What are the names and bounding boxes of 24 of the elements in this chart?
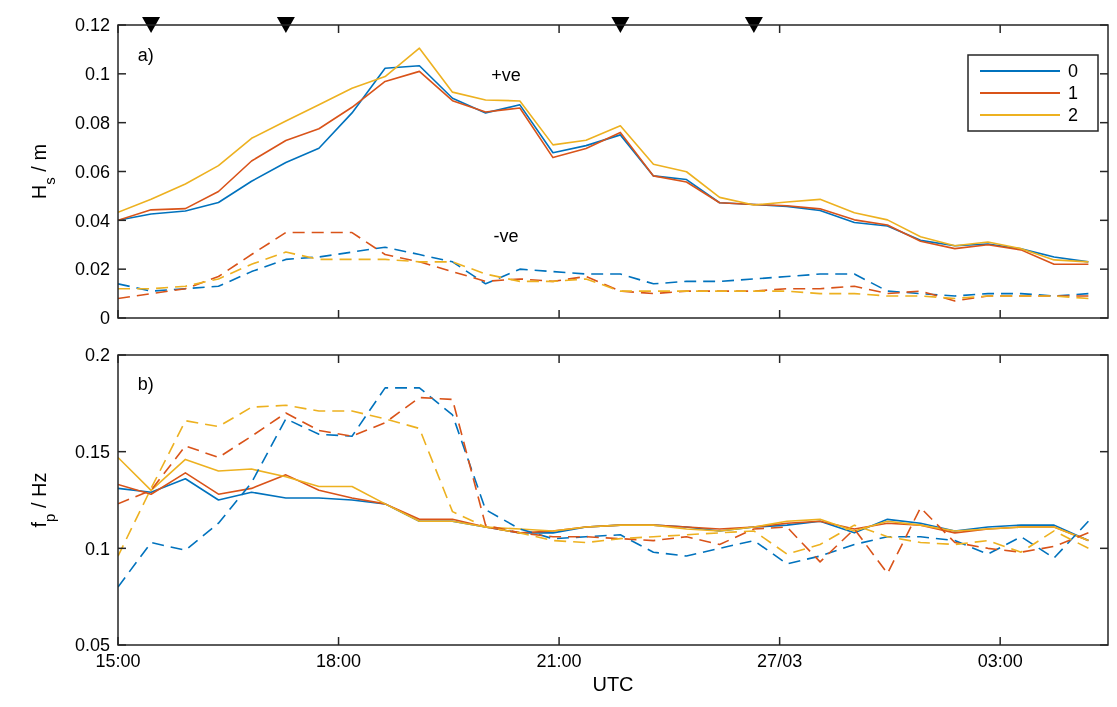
y-tick-label: 0.08 [74, 112, 110, 133]
y-tick-label: 0.15 [74, 441, 110, 462]
y-tick-label: 0.1 [84, 538, 110, 559]
annotation: -ve [493, 226, 519, 247]
x-tick-label: 18:00 [316, 651, 362, 671]
y-tick-label: 0.1 [84, 64, 110, 85]
x-tick-label: 03:00 [977, 651, 1023, 671]
y-tick-label: 0.06 [74, 161, 110, 182]
annotation: a) [137, 44, 154, 65]
annotation: +ve [491, 65, 521, 86]
y-tick-label: 0.04 [74, 210, 110, 231]
x-axis-title: UTC [592, 673, 634, 695]
x-tick-label: 15:00 [95, 651, 141, 671]
x-tick-label: 21:00 [536, 651, 582, 671]
y-tick-label: 0.2 [84, 345, 110, 366]
x-tick-label: 27/03 [757, 651, 803, 671]
legend-label: 0 [1068, 61, 1079, 82]
legend-label: 2 [1068, 105, 1079, 126]
y-tick-label: 0.12 [74, 15, 110, 36]
y-tick-label: 0 [99, 308, 110, 329]
line-series [118, 231, 1090, 302]
annotation: b) [137, 374, 154, 395]
legend-label: 1 [1068, 83, 1079, 104]
y-tick-label: 0.02 [74, 259, 110, 280]
